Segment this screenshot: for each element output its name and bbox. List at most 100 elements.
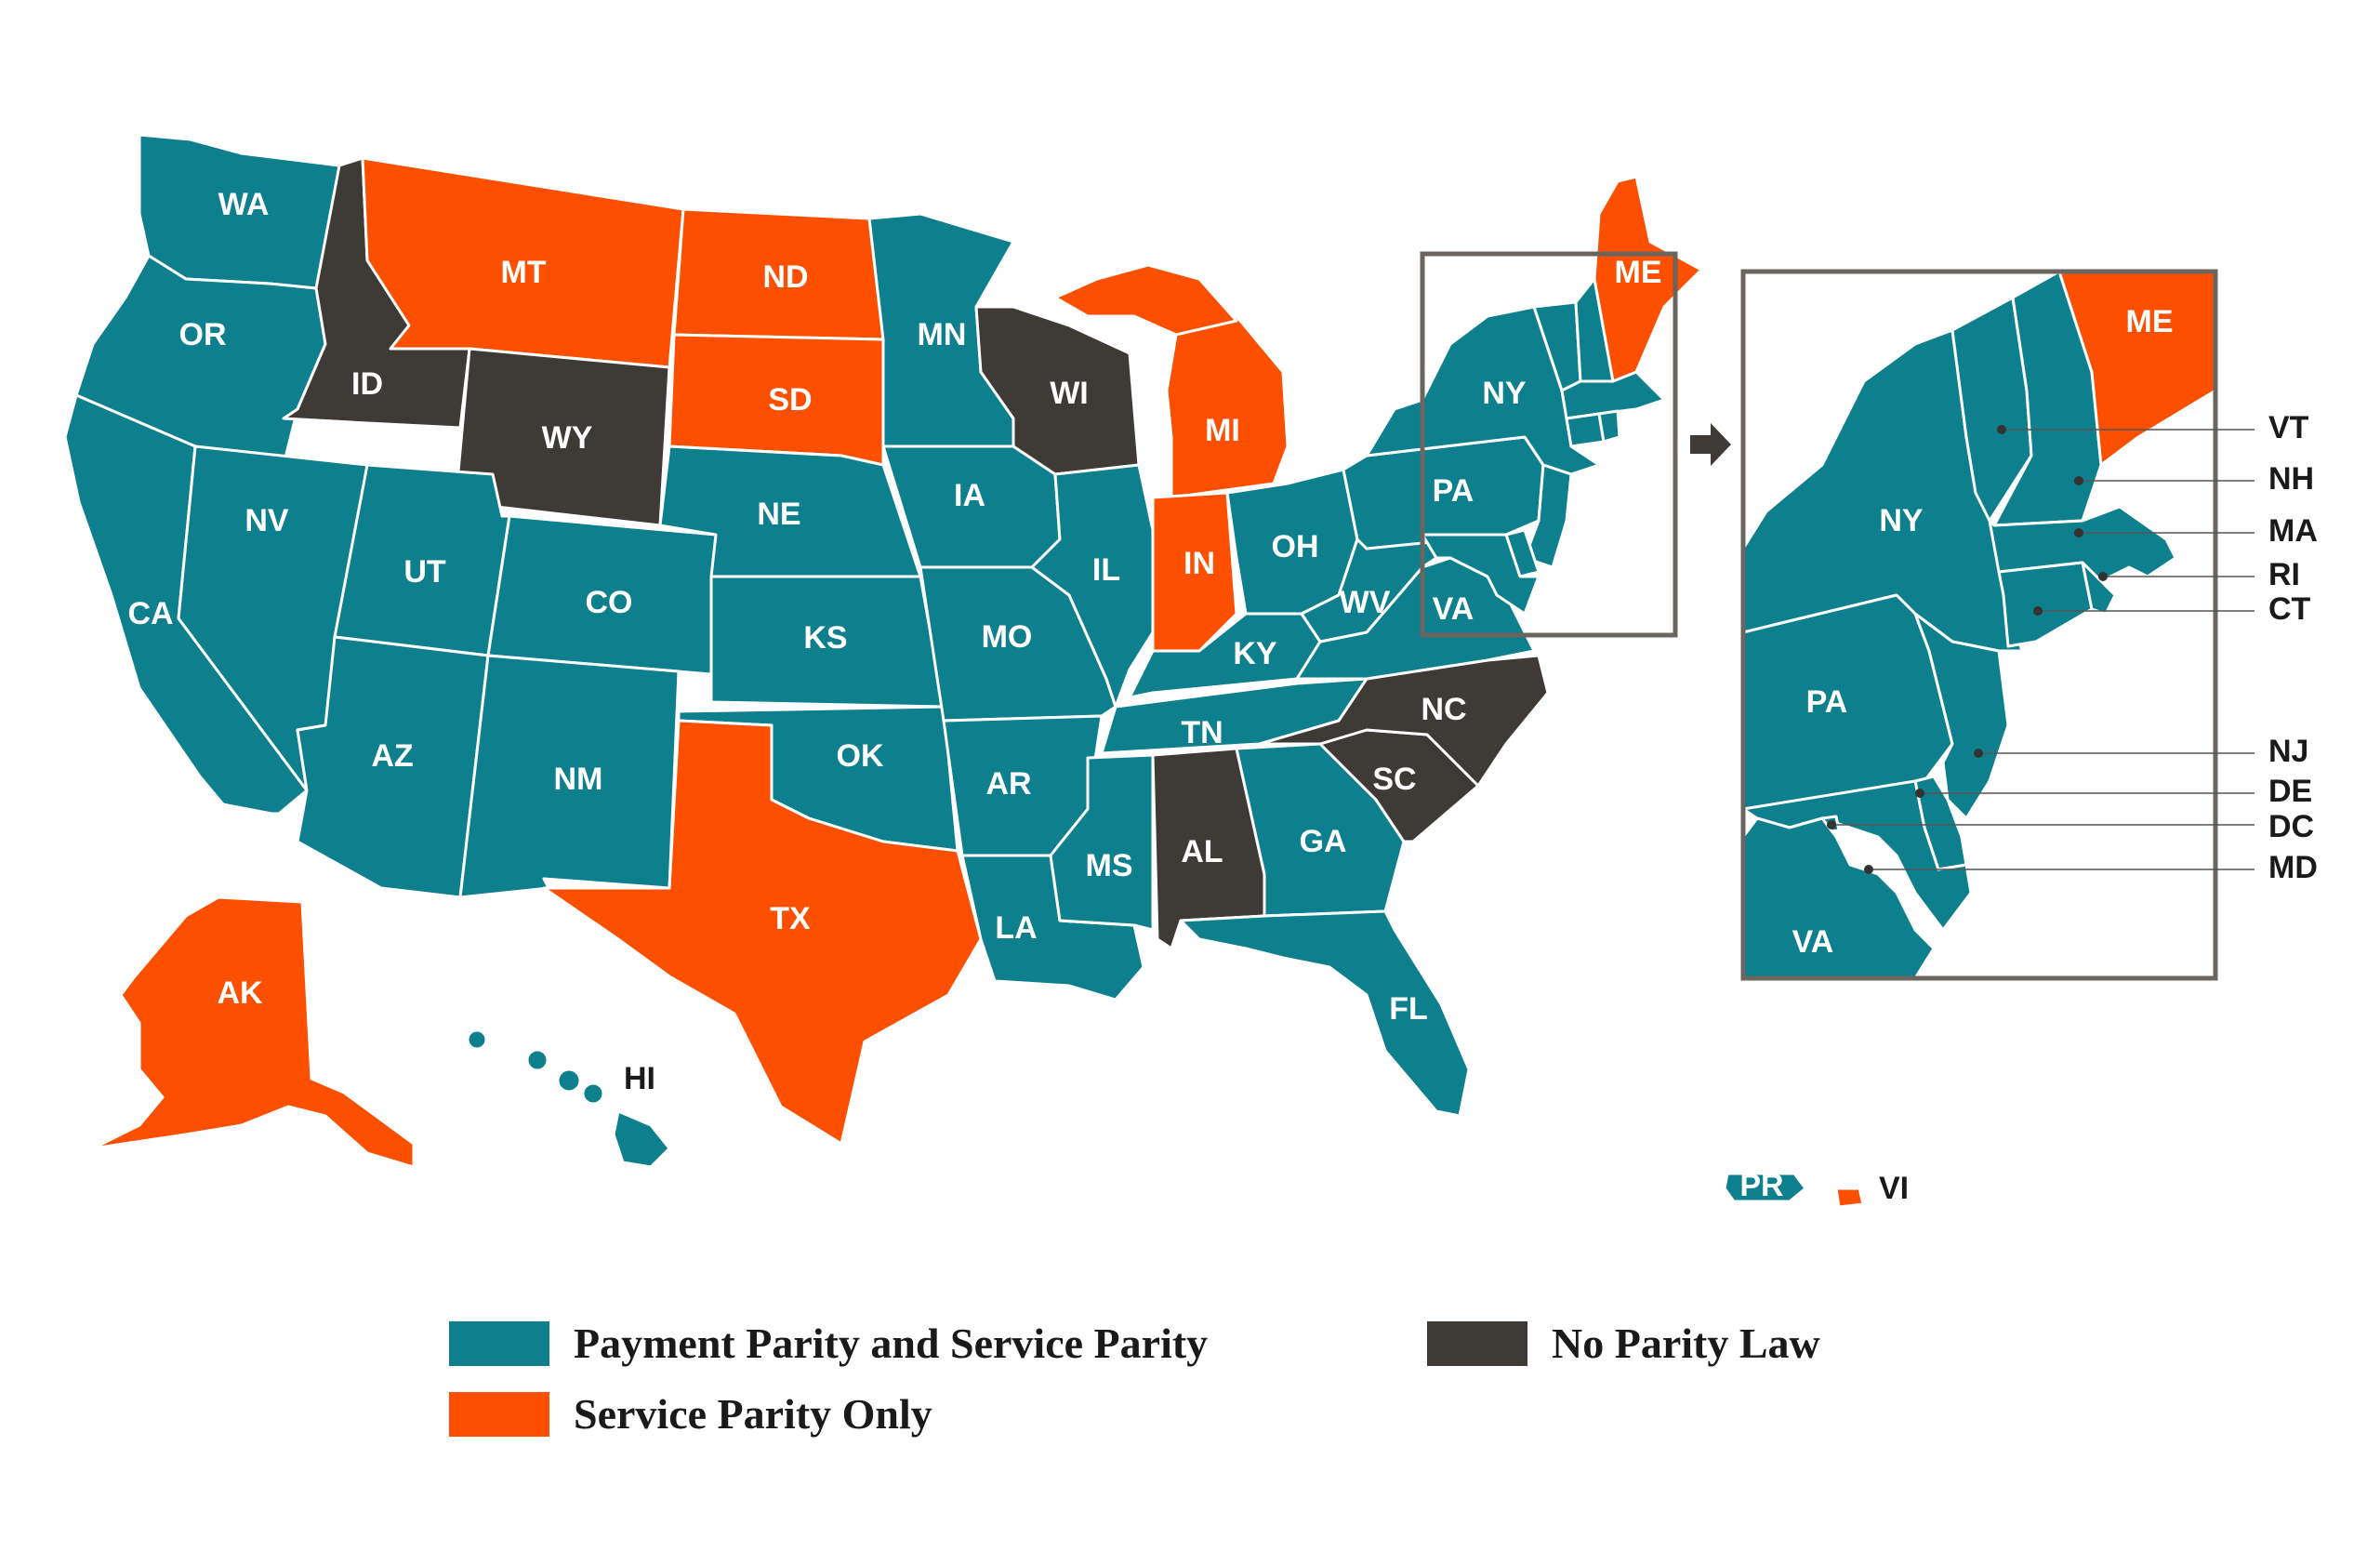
label-NM: NM [554,762,603,797]
state-VI [1834,1187,1865,1209]
legend-item-no-parity: No Parity Law [1427,1319,1820,1368]
inset-callouts: VT NH MA RI CT NJ DE DC MD [1827,410,2318,885]
inset-state-ME [2057,272,2215,467]
hawaii-island-1 [466,1028,488,1051]
label-KY: KY [1233,636,1277,671]
label-MO: MO [982,619,1033,655]
label-AZ: AZ [371,738,413,774]
label-MI: MI [1205,413,1240,448]
dot-VT [1997,425,2006,434]
dot-MA [2074,528,2083,537]
label-WI: WI [1050,376,1089,411]
state-MI-upper [1053,263,1238,337]
label-PR: PR [1739,1168,1783,1203]
dot-DC [1827,820,1836,829]
label-LA: LA [995,910,1037,946]
label-WY: WY [542,420,593,456]
dot-NJ [1974,749,1983,758]
state-NM [458,654,681,899]
side-label-DE: DE [2268,774,2312,809]
label-HI: HI [624,1061,655,1096]
label-PA: PA [1433,473,1474,509]
label-TN: TN [1181,715,1223,750]
label-CA: CA [127,596,173,631]
state-AK [91,895,416,1169]
label-ME: ME [1615,255,1662,290]
state-HI [466,1028,671,1169]
legend-swatch-payment-and-service [449,1320,549,1366]
label-NV: NV [245,503,289,538]
label-VA: VA [1433,591,1474,627]
arrow-icon [1690,423,1731,466]
label-WV: WV [1340,585,1391,620]
label-TX: TX [770,901,811,936]
legend-item-service-only: Service Parity Only [449,1389,932,1439]
label-AL: AL [1181,834,1223,869]
inset-frame [1740,269,2218,981]
main-map: WA OR CA NV ID MT WY UT AZ CO NM ND SD N… [63,133,1909,1209]
label-NE: NE [757,497,800,532]
inset-source-box [1420,251,1678,638]
label-OH: OH [1272,529,1319,564]
label-IL: IL [1092,552,1120,588]
state-TX [542,719,983,1146]
legend-swatch-service-only [449,1391,549,1437]
label-MN: MN [918,317,967,352]
dot-NH [2074,476,2083,485]
side-label-MD: MD [2268,850,2318,885]
legend-label-no-parity: No Parity Law [1552,1320,1820,1367]
label-VI: VI [1879,1171,1909,1206]
state-FL [1179,909,1471,1118]
inset-label-PA: PA [1806,684,1848,720]
label-MT: MT [500,255,546,290]
label-ID: ID [351,366,383,402]
side-label-MA: MA [2268,513,2318,549]
inset-state-CT [1997,561,2094,648]
inset-label-VA: VA [1792,924,1834,960]
legend-item-payment-and-service: Payment Parity and Service Parity [449,1319,1208,1368]
hawaii-island-2 [525,1048,549,1072]
label-KS: KS [803,620,847,656]
hawaii-island-big [612,1109,671,1169]
state-PR [1723,1172,1807,1203]
label-OK: OK [837,738,884,774]
hawaii-island-3 [556,1068,582,1094]
state-NJ [1523,463,1573,569]
label-OR: OR [179,317,227,352]
dot-DE [1915,789,1924,798]
label-IA: IA [954,478,985,513]
label-FL: FL [1389,991,1428,1027]
state-MD [1421,533,1540,616]
state-CT [1565,412,1606,448]
state-OR [74,254,327,467]
side-label-RI: RI [2268,557,2300,592]
label-MS: MS [1086,848,1133,883]
legend-swatch-no-parity [1427,1320,1527,1366]
legend-label-payment-and-service: Payment Parity and Service Parity [574,1320,1209,1367]
state-RI [1597,409,1621,444]
state-labels: WA OR CA NV ID MT WY UT AZ CO NM ND SD N… [127,187,1909,1206]
side-label-CT: CT [2268,591,2311,627]
legend-label-service-only: Service Parity Only [574,1390,932,1438]
dot-CT [2033,606,2043,616]
label-GA: GA [1300,824,1347,859]
label-SD: SD [768,382,812,418]
label-WA: WA [218,187,270,222]
hawaii-island-4 [581,1081,605,1106]
inset-state-NJ [1913,612,2010,820]
side-label-NJ: NJ [2268,734,2308,769]
inset-state-RI [2081,561,2117,616]
inset-label-NY: NY [1879,503,1924,538]
label-CO: CO [586,585,633,620]
label-UT: UT [403,554,446,590]
inset-label-ME: ME [2126,304,2174,339]
state-MI [1165,314,1289,499]
label-NY: NY [1482,376,1527,411]
label-SC: SC [1372,762,1416,797]
label-IN: IN [1183,546,1215,581]
side-label-VT: VT [2268,410,2309,445]
northeast-inset: NY PA VA ME VT NH MA RI CT NJ D [1740,269,2318,981]
inset-state-VA [1743,816,1936,978]
state-WI [974,305,1141,476]
